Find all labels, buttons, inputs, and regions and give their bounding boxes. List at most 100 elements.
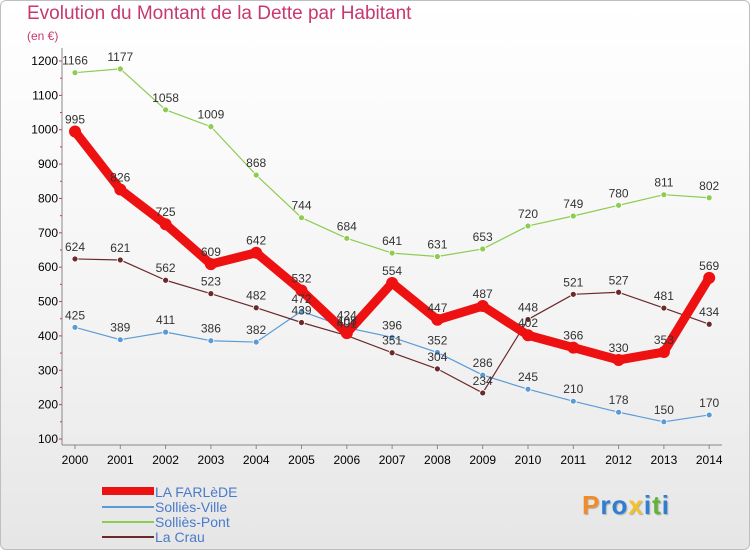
chart-title: Evolution du Montant de la Dette par Hab… bbox=[27, 3, 412, 24]
data-label: 402 bbox=[518, 316, 538, 330]
data-label: 330 bbox=[609, 341, 629, 355]
y-tick-label: 600 bbox=[38, 260, 58, 274]
data-label: 631 bbox=[427, 238, 447, 252]
data-label: 1177 bbox=[107, 50, 133, 64]
y-tick-label: 200 bbox=[38, 398, 58, 412]
data-label: 521 bbox=[563, 275, 583, 289]
data-point bbox=[162, 106, 170, 114]
x-tick-label: 2012 bbox=[605, 453, 632, 467]
data-label: 482 bbox=[246, 289, 266, 303]
data-label: 447 bbox=[427, 301, 447, 315]
x-tick-label: 2006 bbox=[333, 453, 360, 467]
data-point bbox=[433, 365, 441, 373]
data-label: 744 bbox=[291, 199, 311, 213]
data-label: 532 bbox=[291, 272, 311, 286]
data-point bbox=[705, 411, 713, 419]
data-label: 389 bbox=[110, 321, 130, 335]
data-label: 304 bbox=[427, 350, 447, 364]
data-point bbox=[343, 234, 351, 242]
data-label: 684 bbox=[337, 219, 357, 233]
data-point bbox=[479, 245, 487, 253]
data-point bbox=[71, 255, 79, 263]
data-point bbox=[388, 333, 396, 341]
logo-letter: r bbox=[600, 490, 612, 520]
data-label: 178 bbox=[609, 393, 629, 407]
logo-letter: o bbox=[611, 490, 629, 520]
data-point bbox=[431, 313, 444, 326]
data-label: 554 bbox=[382, 264, 402, 278]
data-label: 424 bbox=[337, 309, 357, 323]
data-label: 642 bbox=[246, 234, 266, 248]
data-label: 641 bbox=[382, 234, 402, 248]
data-point bbox=[569, 397, 577, 405]
data-point bbox=[116, 336, 124, 344]
y-tick-label: 900 bbox=[38, 157, 58, 171]
data-label: 425 bbox=[65, 308, 85, 322]
x-tick-label: 2007 bbox=[379, 453, 406, 467]
x-tick-label: 2002 bbox=[152, 453, 179, 467]
data-point bbox=[703, 271, 716, 284]
x-tick-label: 2000 bbox=[62, 453, 89, 467]
data-point bbox=[116, 65, 124, 73]
x-tick-label: 2003 bbox=[198, 453, 225, 467]
data-point bbox=[250, 246, 263, 259]
data-label: 386 bbox=[201, 322, 221, 336]
data-label: 487 bbox=[473, 287, 493, 301]
data-label: 352 bbox=[427, 333, 447, 347]
data-label: 653 bbox=[473, 230, 493, 244]
legend-label-sollies-pont: Solliès-Pont bbox=[155, 514, 230, 530]
x-tick-label: 2010 bbox=[515, 453, 542, 467]
data-label: 481 bbox=[654, 289, 674, 303]
data-label: 170 bbox=[699, 396, 719, 410]
data-label: 408 bbox=[337, 314, 357, 328]
logo-letter: i bbox=[661, 490, 670, 520]
data-label: 401 bbox=[337, 317, 357, 331]
data-label: 382 bbox=[246, 323, 266, 337]
y-tick-label: 800 bbox=[38, 191, 58, 205]
data-label: 234 bbox=[473, 374, 493, 388]
data-label: 609 bbox=[201, 245, 221, 259]
data-label: 396 bbox=[382, 318, 402, 332]
data-point bbox=[524, 222, 532, 230]
data-point bbox=[657, 346, 670, 359]
data-label: 527 bbox=[609, 273, 629, 287]
data-point bbox=[612, 353, 625, 366]
data-point bbox=[162, 276, 170, 284]
data-point bbox=[204, 258, 217, 271]
logo-letter: i bbox=[643, 490, 653, 520]
data-point bbox=[433, 253, 441, 260]
data-point bbox=[615, 288, 622, 296]
legend-swatch-sollies-ville bbox=[102, 506, 154, 508]
data-label: 210 bbox=[563, 382, 583, 396]
data-point bbox=[159, 218, 172, 231]
logo-letter: t bbox=[652, 490, 662, 520]
data-point bbox=[524, 385, 532, 393]
y-tick-label: 1000 bbox=[31, 123, 58, 137]
y-tick-label: 100 bbox=[38, 432, 58, 446]
data-label: 523 bbox=[201, 275, 221, 289]
legend-label-la-crau: La Crau bbox=[155, 529, 205, 545]
data-point bbox=[569, 212, 577, 220]
data-label: 995 bbox=[65, 112, 85, 126]
data-point bbox=[479, 389, 487, 397]
data-point bbox=[295, 284, 308, 297]
data-point bbox=[116, 256, 124, 264]
data-point bbox=[660, 191, 668, 199]
data-point bbox=[162, 328, 170, 336]
data-label: 720 bbox=[518, 207, 538, 221]
data-point bbox=[660, 418, 668, 426]
data-point bbox=[660, 304, 668, 312]
x-tick-label: 2009 bbox=[469, 453, 496, 467]
x-tick-label: 2014 bbox=[696, 453, 723, 467]
data-point bbox=[71, 323, 79, 331]
x-tick-label: 2004 bbox=[243, 453, 270, 467]
data-point bbox=[567, 341, 580, 354]
proxiti-logo: Proxiti bbox=[582, 490, 670, 521]
data-point bbox=[298, 214, 305, 222]
data-point bbox=[705, 320, 713, 328]
data-point bbox=[433, 349, 441, 356]
data-label: 245 bbox=[518, 370, 538, 384]
data-point bbox=[340, 327, 353, 340]
